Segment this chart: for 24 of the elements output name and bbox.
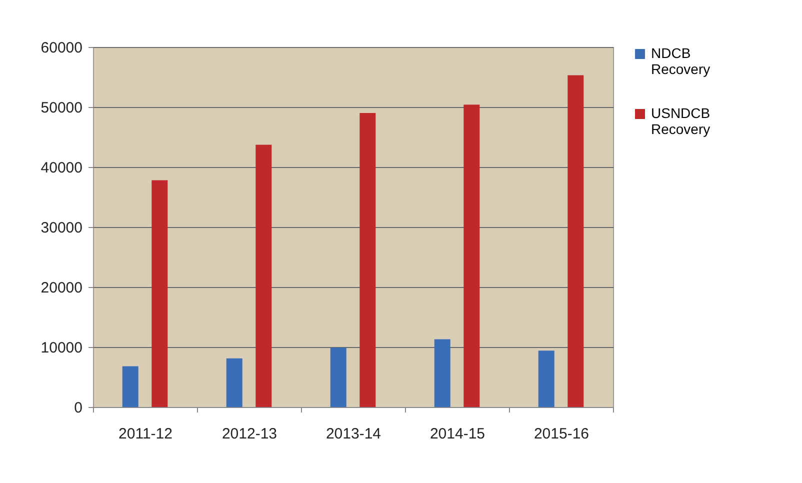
y-tick-label: 10000 [40,340,82,356]
bar [538,350,554,407]
bar [256,144,272,407]
y-tick-label: 50000 [40,100,82,116]
legend-label: USNDCB Recovery [651,105,710,137]
bar [464,104,480,407]
x-tick-label: 2014-15 [430,426,486,442]
y-tick-label: 40000 [40,160,82,176]
bar [122,366,138,407]
y-tick-label: 0 [74,400,82,416]
x-tick-label: 2015-16 [534,426,590,442]
bar [434,339,450,407]
bar [226,358,242,407]
x-tick-label: 2011-12 [118,426,172,442]
bar [568,75,584,407]
bar [152,180,168,407]
y-tick-label: 20000 [40,280,82,296]
bar [330,348,346,407]
x-tick-label: 2012-13 [222,426,278,442]
x-tick-label: 2013-14 [326,426,382,442]
y-tick-label: 60000 [40,40,82,56]
bar [360,113,376,407]
y-tick-label: 30000 [40,220,82,236]
legend-label: NDCB Recovery [651,45,710,77]
